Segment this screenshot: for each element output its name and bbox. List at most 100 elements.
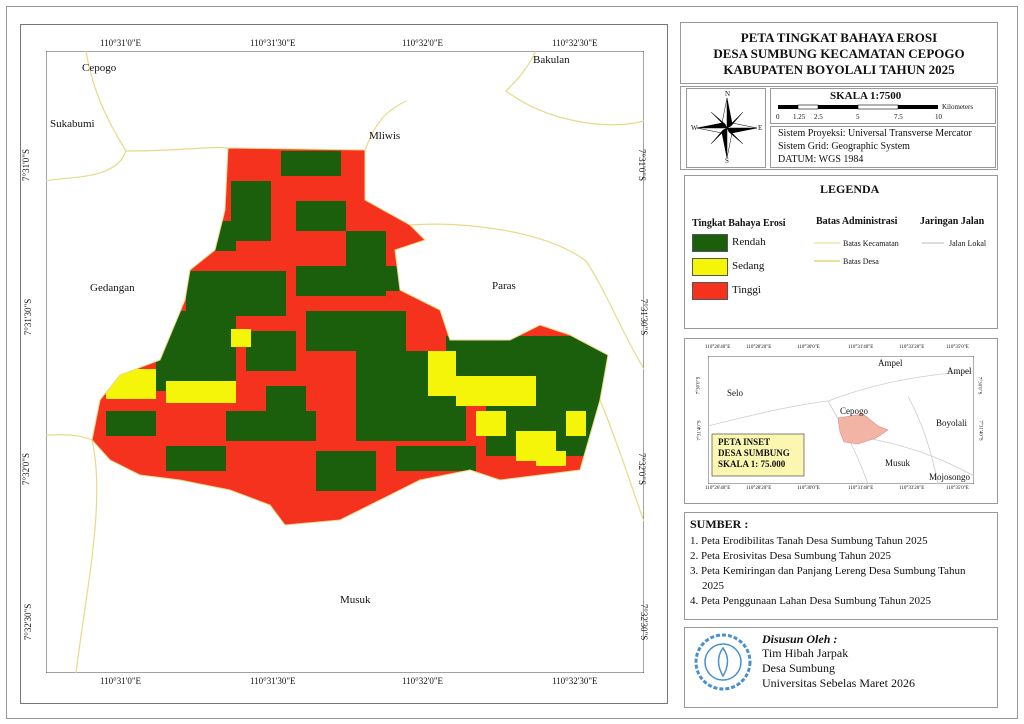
scale-tick: 5 [856,113,860,121]
projection-box [770,126,996,168]
source-item: 1. Peta Erodibilitas Tanah Desa Sumbung … [690,535,928,547]
place-label: Cepogo [82,62,117,74]
sources-box [684,512,998,620]
inset-title-line: SKALA 1: 75.000 [718,459,786,469]
lon-label: 110°31'30"E [250,676,296,686]
compass-label: N [725,90,731,98]
inset-lat: 7°30'0"S [696,376,702,395]
scale-box [680,86,998,170]
scale-bar-box [770,88,996,124]
inset-lon: 110°26'40"E [705,345,731,350]
credits-title: Disusun Oleh : [762,632,838,646]
inset-place: Mojosongo [929,472,971,482]
inset-lon: 110°28'20"E [746,486,772,491]
legend-heading: Jaringan Jalan [920,216,985,227]
lat-label: 7°32'0"S [636,453,647,485]
road-symbol [922,242,944,244]
place-label: Musuk [340,594,371,606]
lon-label: 110°31'0"E [100,38,142,48]
inset-place: Ampel [878,358,903,368]
legend-row: Tinggi [692,282,802,300]
map [46,51,644,673]
title-box: PETA TINGKAT BAHAYA EROSI DESA SUMBUNG K… [680,22,998,84]
credit-line: Desa Sumbung [762,661,835,675]
legend-swatch [692,234,728,252]
university-logo [694,633,752,691]
inset-title-line: DESA SUMBUNG [718,448,790,458]
projection-text: DATUM: WGS 1984 [778,154,864,165]
credits-box [684,627,998,708]
lat-label: 7°31'0"S [20,149,31,181]
title-line: KABUPATEN BOYOLALI TAHUN 2025 [723,62,955,77]
scale-tick: 10 [935,113,942,121]
inset-lat: 7°31'40"S [697,420,703,441]
legend-heading: Tingkat Bahaya Erosi [692,218,786,229]
legend-swatch [692,258,728,276]
compass-box [686,88,766,168]
inset-map [708,356,974,484]
inset-lon: 110°35'0"E [946,345,969,350]
inset-lon: 110°28'20"E [746,345,772,350]
zone-low [106,151,608,491]
scale-tick: 7.5 [894,113,903,121]
credits-lines: Tim Hibah Jarpak Desa Sumbung Universita… [762,646,915,691]
place-label: Sukabumi [50,118,95,130]
inset-place: Musuk [885,458,911,468]
lat-label: 7°31'30"S [23,298,34,336]
scale-tick: 1.25 [793,113,806,121]
legend-label: Tinggi [732,284,761,296]
lon-label: 110°31'30"E [250,38,296,48]
credit-line: Universitas Sebelas Maret 2026 [762,676,915,690]
inset-lon: 110°35'0"E [946,486,969,491]
lon-label: 110°32'0"E [402,676,444,686]
sources-list: 1. Peta Erodibilitas Tanah Desa Sumbung … [690,534,980,609]
inset-title: PETA INSET DESA SUMBUNG SKALA 1: 75.000 [718,437,790,470]
inset-place: Ampel [947,366,972,376]
place-label: Mliwis [369,130,401,142]
inset-lon: 110°31'40"E [848,486,874,491]
admin-symbols [814,242,840,262]
lat-label: 7°31'30"S [639,298,650,336]
inset-lat: 7°30'0"S [976,376,982,395]
projection-text: Sistem Proyeksi: Universal Transverse Me… [778,128,972,139]
village-boundary [91,147,609,526]
legend-swatch [692,282,728,300]
inset-lon: 110°30'0"E [797,345,820,350]
compass-label: S [725,157,729,165]
scale-bar [778,104,938,110]
lon-label: 110°32'0"E [402,38,444,48]
legend-label: Rendah [732,236,766,248]
inset-box [684,338,998,504]
legend-item: Jalan Lokal [949,239,987,248]
scale-unit: Kilometers [942,103,974,111]
place-label: Gedangan [90,282,135,294]
map-frame [20,24,668,704]
legend-row: Sedang [692,258,802,276]
legend-item: Batas Kecamatan [843,239,899,248]
legend-item: Batas Desa [843,257,879,266]
inset-lat: 7°31'40"S [977,420,983,441]
legend-label: Sedang [732,260,765,272]
sources-title: SUMBER : [690,517,749,531]
inset-lon: 110°31'40"E [848,345,874,350]
place-label: Paras [492,280,516,292]
projection-text: Sistem Grid: Geographic System [778,141,910,152]
compass-label: W [691,124,698,132]
inset-lon: 110°30'0"E [797,486,820,491]
inset-lon: 110°33'20"E [899,345,925,350]
admin-boundaries [46,51,644,673]
lat-label: 7°31'0"S [636,149,647,181]
map-title: PETA TINGKAT BAHAYA EROSI DESA SUMBUNG K… [681,30,997,78]
source-item: 2. Peta Erosivitas Desa Sumbung Tahun 20… [690,550,891,562]
legend-row: Rendah [692,234,802,252]
page-frame [6,6,1018,719]
title-line: PETA TINGKAT BAHAYA EROSI [740,30,938,45]
lon-label: 110°32'30"E [552,38,598,48]
place-label: Bakulan [533,54,570,66]
compass-label: E [758,124,763,132]
source-item: 4. Peta Penggunaan Lahan Desa Sumbung Ta… [690,595,931,607]
inset-place: Cepogo [840,406,868,416]
scale-title: SKALA 1:7500 [830,90,902,102]
